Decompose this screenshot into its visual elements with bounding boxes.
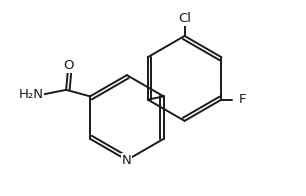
Text: F: F xyxy=(239,93,246,106)
Text: O: O xyxy=(63,59,73,72)
Text: N: N xyxy=(122,154,132,167)
Text: H₂N: H₂N xyxy=(18,88,43,101)
Text: Cl: Cl xyxy=(178,12,191,25)
